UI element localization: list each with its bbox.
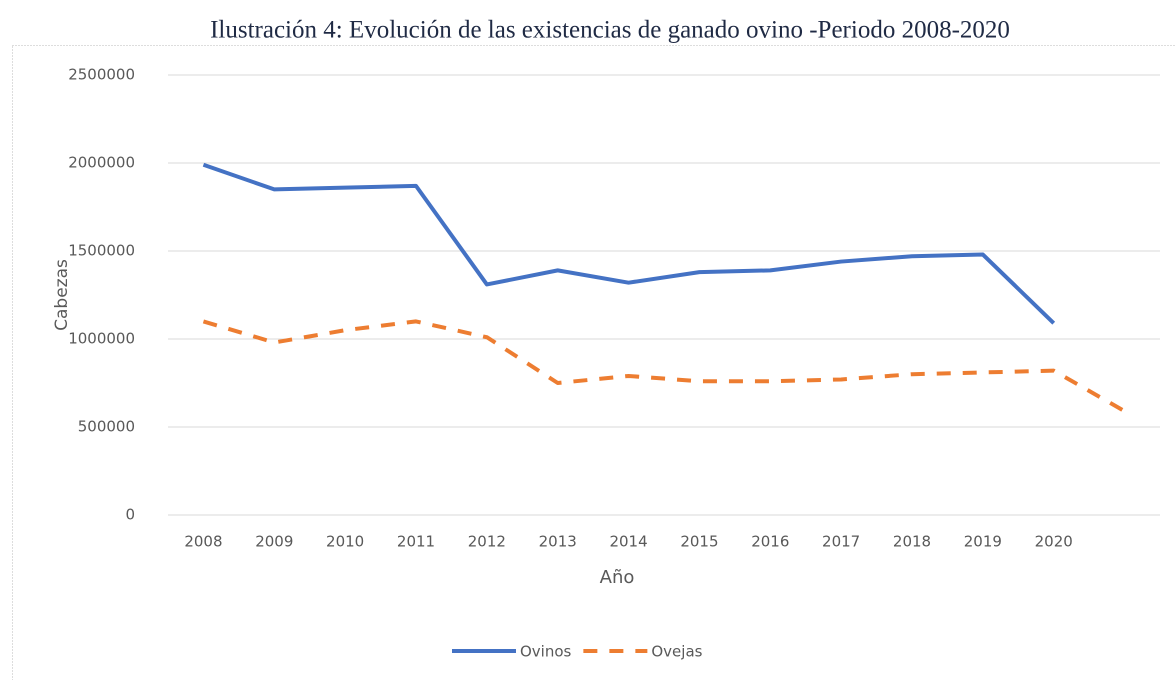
x-tick-label: 2013 bbox=[539, 533, 577, 551]
legend-label: Ovejas bbox=[651, 643, 702, 661]
x-tick-label: 2009 bbox=[255, 533, 293, 551]
x-tick-label: 2016 bbox=[751, 533, 789, 551]
x-tick-label: 2015 bbox=[680, 533, 718, 551]
y-tick-label: 2500000 bbox=[68, 66, 135, 84]
y-tick-label: 500000 bbox=[78, 418, 135, 436]
x-tick-label: 2008 bbox=[184, 533, 222, 551]
x-tick-label: 2010 bbox=[326, 533, 364, 551]
x-tick-label: 2014 bbox=[609, 533, 647, 551]
x-tick-label: 2020 bbox=[1035, 533, 1073, 551]
series-line bbox=[202, 319, 1126, 413]
chart-title: Ilustración 4: Evolución de las existenc… bbox=[210, 17, 1010, 44]
y-tick-label: 1000000 bbox=[68, 330, 135, 348]
legend-label: Ovinos bbox=[520, 643, 572, 661]
y-tick-label: 2000000 bbox=[68, 154, 135, 172]
x-axis-label: Año bbox=[600, 567, 635, 588]
x-tick-label: 2018 bbox=[893, 533, 931, 551]
x-tick-label: 2017 bbox=[822, 533, 860, 551]
y-tick-label: 1500000 bbox=[68, 242, 135, 260]
x-tick-label: 2019 bbox=[964, 533, 1002, 551]
series-line bbox=[202, 162, 1056, 325]
x-tick-label: 2011 bbox=[397, 533, 435, 551]
y-axis-label: Cabezas bbox=[52, 259, 72, 331]
y-tick-label: 0 bbox=[125, 506, 135, 524]
chart-frame bbox=[12, 45, 1176, 680]
x-tick-label: 2012 bbox=[468, 533, 506, 551]
